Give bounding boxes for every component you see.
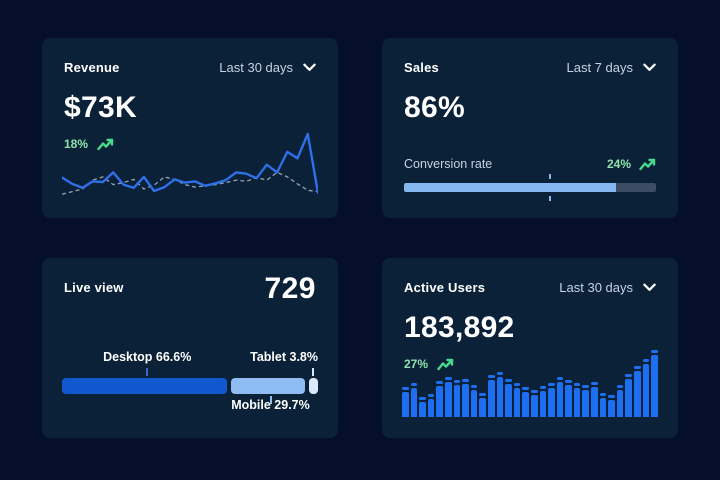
active-users-range-label: Last 30 days [559,279,633,295]
bar [436,381,443,417]
desktop-tick [146,368,149,376]
revenue-delta-badge: 18% [64,137,316,151]
bar [556,377,564,417]
chevron-down-icon [303,63,316,71]
sales-value: 86% [404,91,465,124]
tablet-share-label: Tablet 3.8% [250,350,318,364]
bar [651,350,658,417]
device-split-chart: Desktop 66.6% Tablet 3.8% Mobile 29.7% [62,350,318,418]
bar [453,379,461,417]
bar [591,382,598,417]
bar [634,366,641,417]
bar [479,393,486,417]
sales-card-title: Sales [404,59,439,75]
revenue-value: $73K [64,91,137,124]
bar [530,390,538,417]
desktop-share-label: Desktop 66.6% [103,350,192,364]
bar [410,383,418,417]
bar [608,395,615,417]
bar [470,384,478,417]
revenue-current-line [62,134,318,193]
live-view-value: 729 [264,272,316,305]
progress-track [404,183,656,192]
progress-fill [404,183,616,192]
device-split-bar [62,378,318,394]
bar [513,383,521,417]
conversion-rate-block: Conversion rate 24% [404,157,656,201]
bar [487,374,495,417]
live-view-card-header: Live view [64,278,316,296]
revenue-line-chart [62,129,318,201]
bar [462,378,469,417]
active-users-range-dropdown[interactable]: Last 30 days [559,280,656,295]
bar [642,358,650,417]
revenue-card-header: Revenue Last 30 days [64,58,316,76]
active-users-value: 183,892 [404,311,515,344]
mobile-tick [269,396,272,404]
bar [616,384,624,417]
tablet-segment [308,378,318,394]
mobile-share-label: Mobile 29.7% [231,398,310,412]
bar [505,378,512,417]
bar [599,393,607,417]
active-users-card-header: Active Users Last 30 days [404,278,656,296]
bar [625,373,633,417]
sales-delta-value: 24% [606,157,631,171]
bar [427,394,435,417]
live-view-card-title: Live view [64,279,124,295]
bar [539,385,547,417]
live-view-card: Live view 729 Desktop 66.6% Tablet 3.8% … [42,258,338,438]
desktop-segment [62,378,227,394]
trend-up-icon [437,358,454,371]
bar [402,387,409,417]
active-users-bar-chart [402,347,658,417]
chevron-down-icon [643,63,656,71]
bar [496,371,504,417]
bar [522,387,529,417]
chevron-down-icon [643,283,656,291]
active-users-delta-value: 27% [404,357,429,371]
bar [548,383,555,417]
bar [444,377,452,417]
trend-up-icon [97,138,114,151]
revenue-range-label: Last 30 days [219,59,293,75]
revenue-card: Revenue Last 30 days $73K 18% [42,38,338,218]
trend-up-icon [639,158,656,171]
active-users-delta-badge: 27% [404,357,656,371]
revenue-range-dropdown[interactable]: Last 30 days [219,60,316,75]
sales-card: Sales Last 7 days 86% Conversion rate 24… [382,38,678,218]
revenue-previous-line [62,172,318,194]
revenue-delta-value: 18% [64,137,89,151]
bar [573,383,581,417]
revenue-card-title: Revenue [64,59,120,75]
progress-marker-top [549,174,552,179]
sales-card-header: Sales Last 7 days [404,58,656,76]
tablet-tick [312,368,315,376]
bar [565,379,572,417]
mobile-segment [231,378,305,394]
sales-delta-badge: 24% [607,157,656,171]
progress-marker-bottom [549,196,552,201]
sales-range-dropdown[interactable]: Last 7 days [567,60,657,75]
conversion-rate-label: Conversion rate [404,157,493,171]
bar [419,397,426,417]
active-users-card: Active Users Last 30 days 183,892 27% [382,258,678,438]
bar [582,384,590,417]
active-users-card-title: Active Users [404,279,486,295]
conversion-progress-bar [404,174,656,201]
sales-range-label: Last 7 days [566,59,634,75]
